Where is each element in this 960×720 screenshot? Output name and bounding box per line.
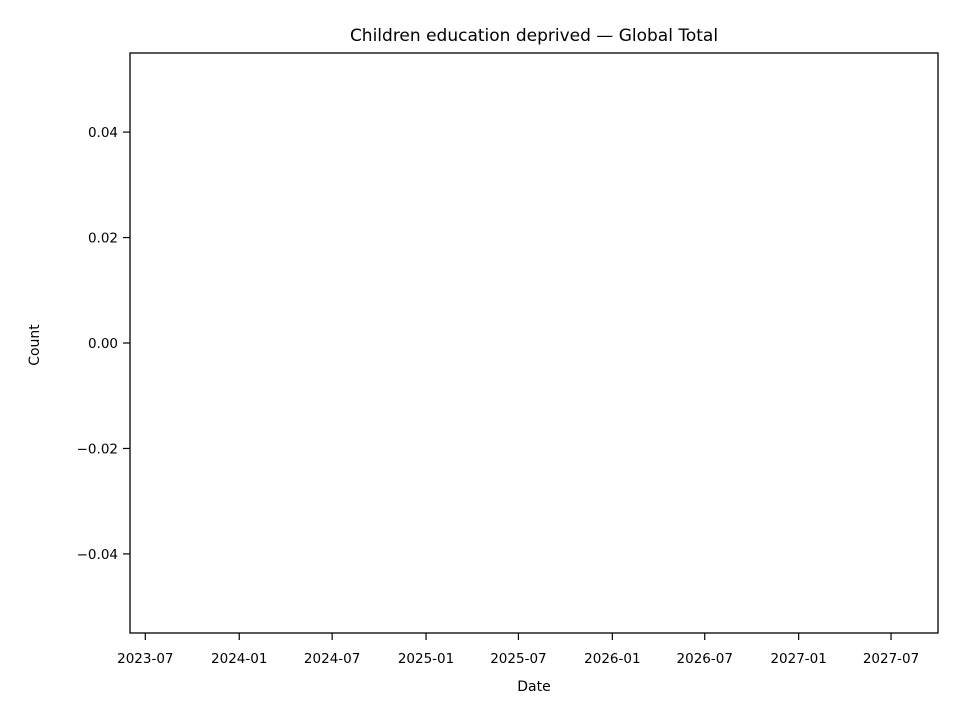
y-tick-label: 0.00	[88, 336, 118, 352]
x-tick-label: 2025-07	[490, 651, 546, 667]
x-axis-label: Date	[517, 679, 550, 695]
x-tick-label: 2026-07	[677, 651, 733, 667]
x-tick-label: 2024-07	[304, 651, 360, 667]
x-tick-label: 2025-01	[398, 651, 454, 667]
x-tick-label: 2027-01	[770, 651, 826, 667]
y-axis-label: Count	[27, 324, 43, 366]
y-tick-label: 0.04	[88, 125, 118, 141]
x-tick-label: 2023-07	[117, 651, 173, 667]
chart-title: Children education deprived — Global Tot…	[350, 26, 718, 46]
x-tick-label: 2026-01	[584, 651, 640, 667]
y-tick-label: 0.02	[88, 231, 118, 247]
y-tick-label: −0.02	[77, 441, 118, 457]
x-axis-ticks: 2023-07 2024-01 2024-07 2025-01 2025-07 2026-…	[117, 633, 919, 667]
plot-area-frame	[129, 52, 939, 634]
y-tick-label: −0.04	[77, 547, 118, 563]
x-tick-label: 2027-07	[863, 651, 919, 667]
y-axis-ticks: 0.04 0.02 0.00 −0.02 −0.04	[77, 125, 130, 563]
x-tick-label: 2024-01	[211, 651, 267, 667]
